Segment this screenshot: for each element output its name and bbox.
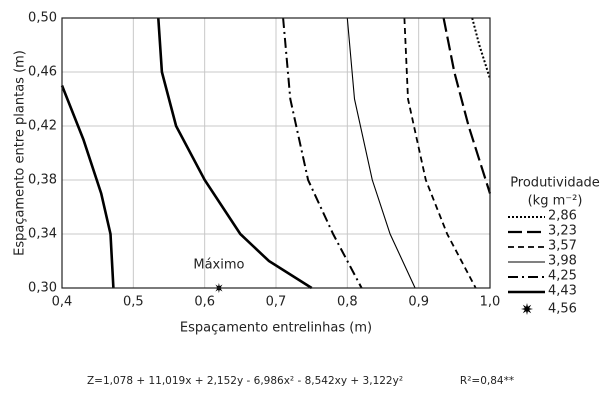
legend-label: 3,98 <box>548 254 577 269</box>
contour-line <box>471 17 491 80</box>
x-tick-label: 0,6 <box>194 295 215 310</box>
y-tick-label: 0,50 <box>28 11 57 26</box>
x-tick-label: 0,8 <box>337 295 358 310</box>
x-tick-label: 0,7 <box>266 295 287 310</box>
legend-swatch <box>521 303 533 315</box>
contour-line <box>60 17 313 290</box>
contour-line <box>442 17 492 194</box>
legend-label: 4,25 <box>548 269 577 284</box>
x-tick-label: 0,9 <box>408 295 429 310</box>
y-tick-label: 0,30 <box>28 281 57 296</box>
y-axis-label: Espaçamento entre plantas (m) <box>13 50 28 256</box>
equation: Z=1,078 + 11,019x + 2,152y - 6,986x² - 8… <box>87 375 403 387</box>
contour-line <box>403 17 477 289</box>
legend-label: 3,57 <box>548 239 577 254</box>
y-tick-label: 0,46 <box>28 65 57 80</box>
y-tick-label: 0,42 <box>28 119 57 134</box>
y-tick-label: 0,38 <box>28 173 57 188</box>
contour-line <box>282 17 363 289</box>
r-squared: R²=0,84** <box>460 375 514 387</box>
x-axis-label: Espaçamento entrelinhas (m) <box>180 321 372 336</box>
plot-frame <box>61 17 491 289</box>
max-label: Máximo <box>193 258 244 273</box>
legend-label: 4,43 <box>548 284 577 299</box>
y-tick-label: 0,34 <box>28 227 57 242</box>
x-tick-label: 0,4 <box>52 295 73 310</box>
x-tick-label: 1,0 <box>480 295 501 310</box>
legend-label: 3,23 <box>548 224 577 239</box>
legend-title: Produtividade <box>510 176 600 191</box>
x-tick-label: 0,5 <box>123 295 144 310</box>
legend-label: 4,56 <box>548 302 577 317</box>
legend-label: 2,86 <box>548 209 577 224</box>
legend-unit: (kg m⁻²) <box>528 194 583 209</box>
contour-line <box>346 17 416 289</box>
